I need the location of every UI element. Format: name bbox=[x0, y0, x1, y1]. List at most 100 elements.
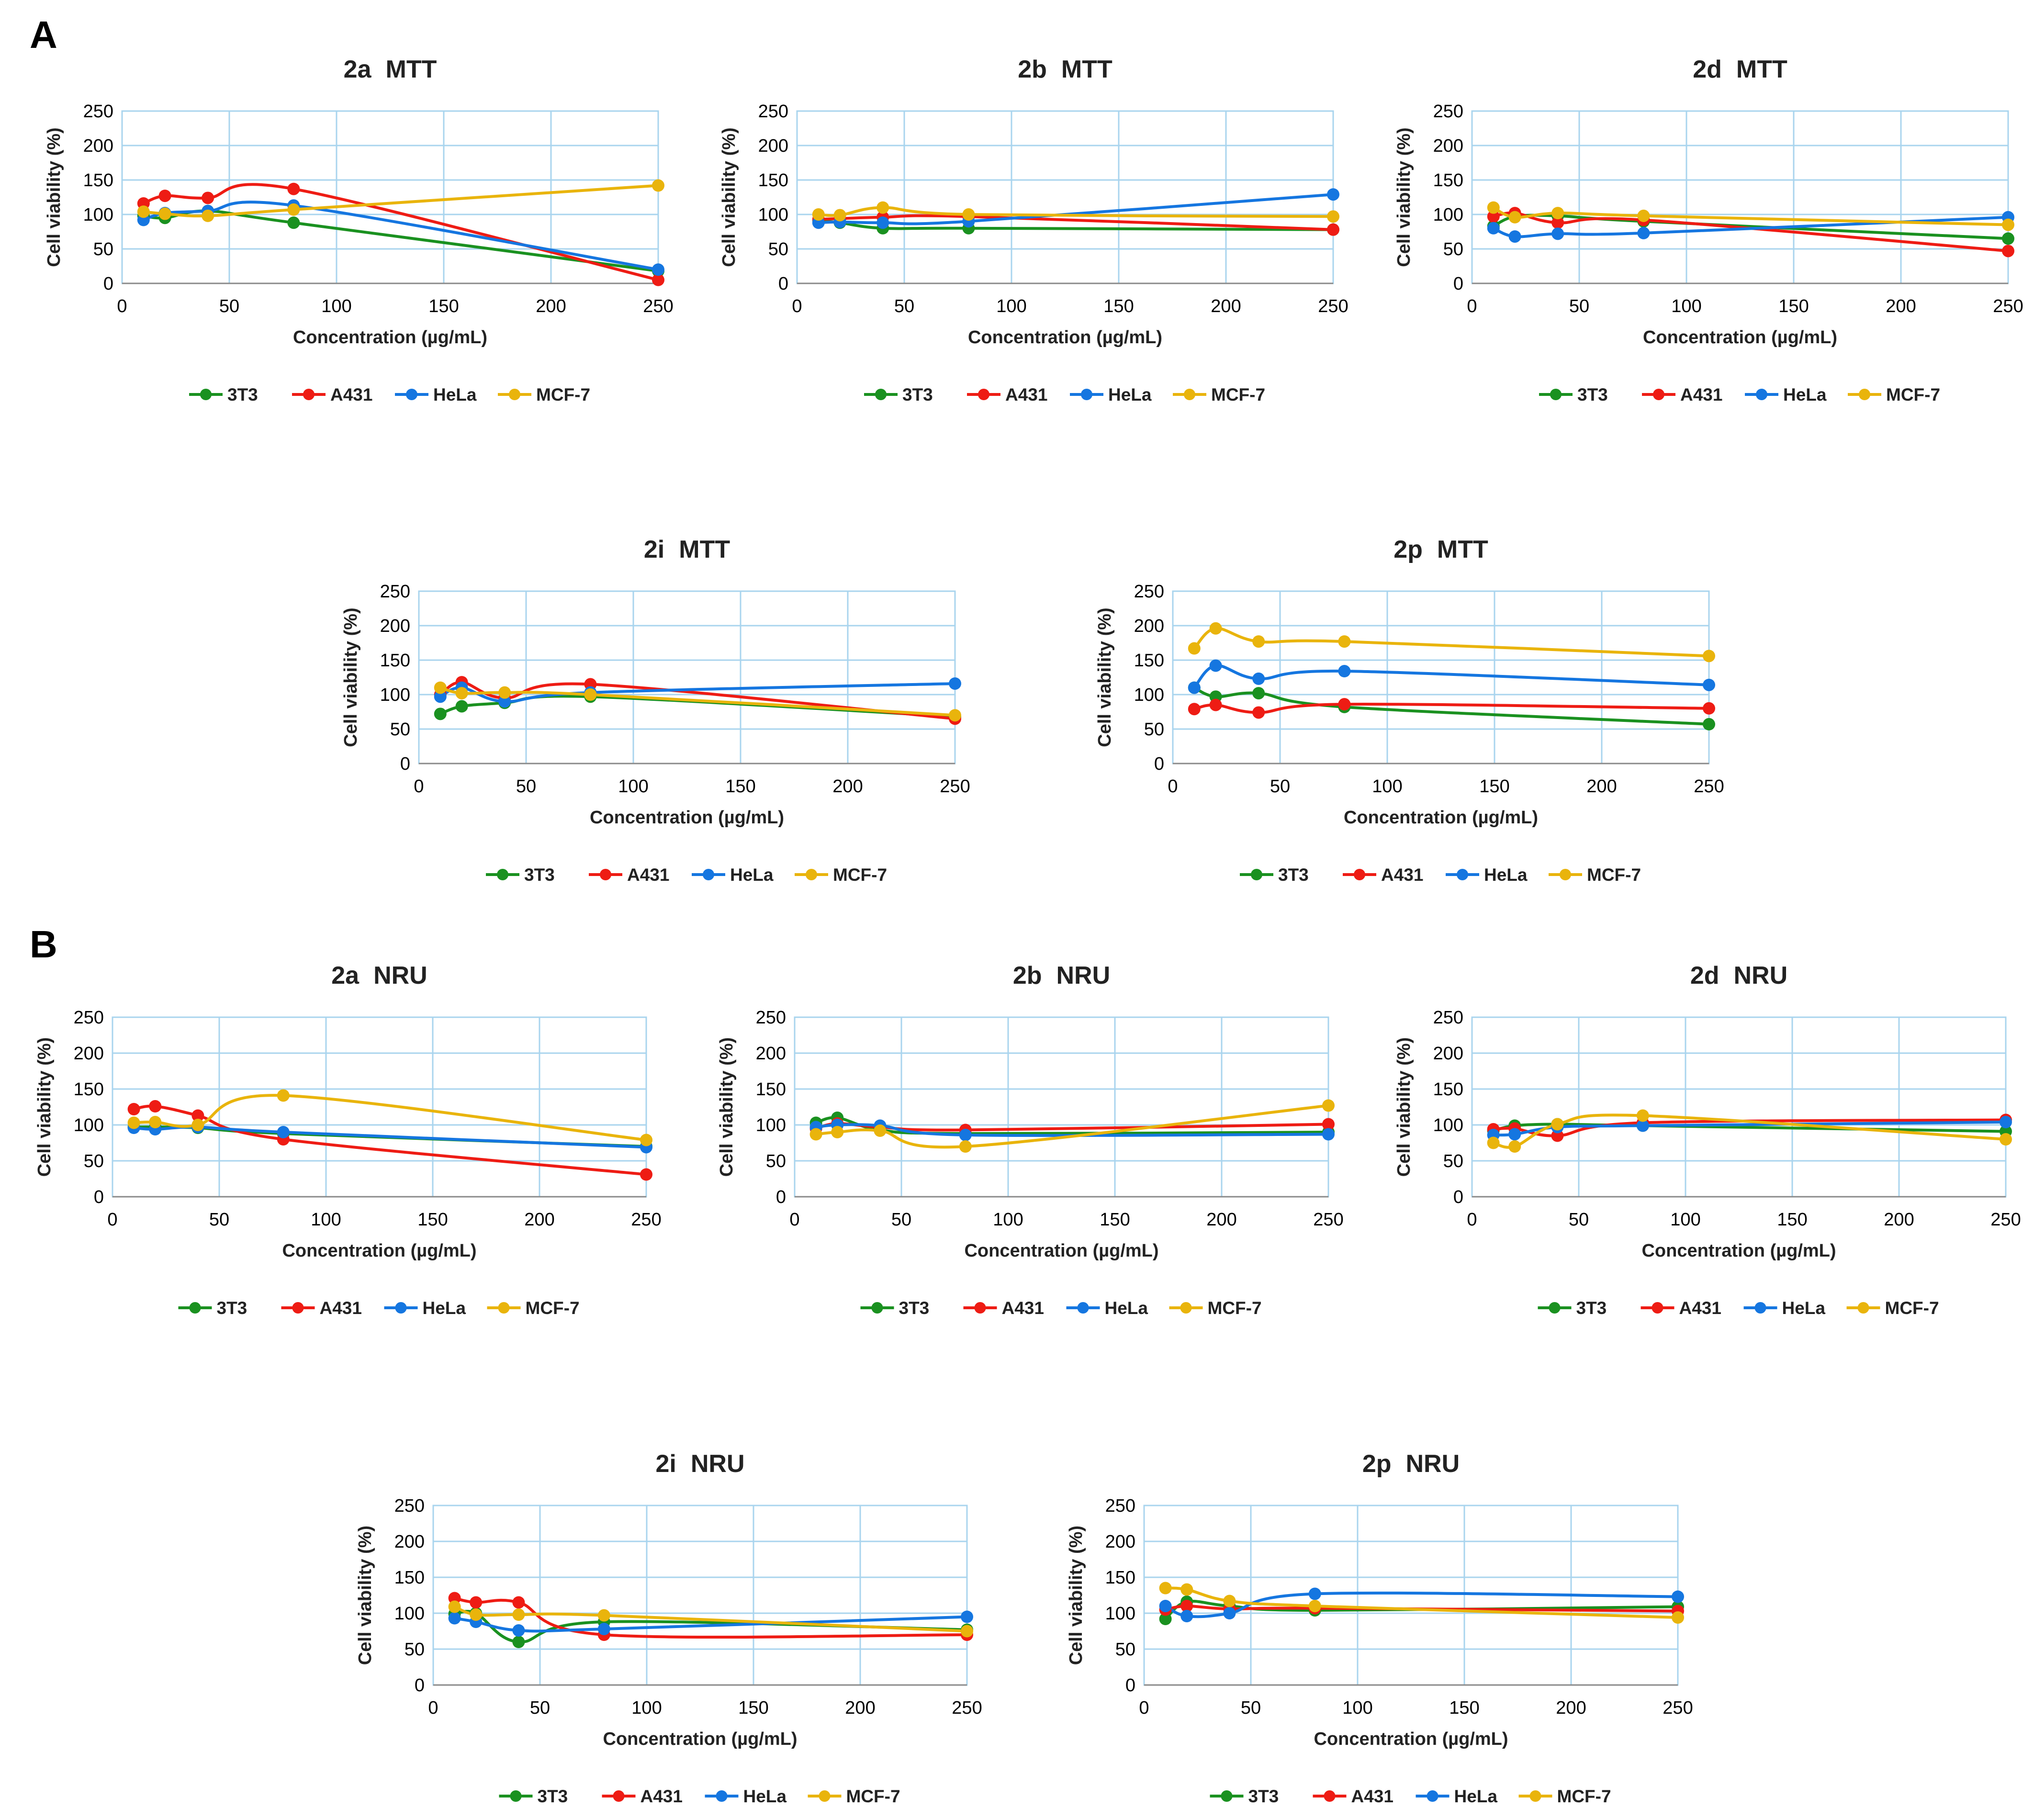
chart-title-compound: 2b bbox=[1013, 962, 1042, 989]
x-tick-label: 0 bbox=[428, 1698, 438, 1718]
legend-label: 3T3 bbox=[1278, 865, 1309, 885]
y-tick-label: 50 bbox=[1443, 239, 1463, 259]
legend-swatch-marker bbox=[1221, 1790, 1233, 1802]
chart-title: 2p NRU bbox=[1362, 1450, 1460, 1478]
y-axis-label: Cell viability (%) bbox=[1394, 1037, 1414, 1177]
x-axis-label: Concentration (µg/mL) bbox=[1344, 808, 1538, 828]
data-point-hela bbox=[1322, 1128, 1335, 1141]
data-point-mcf-7 bbox=[149, 1116, 162, 1128]
x-tick-label: 50 bbox=[891, 1210, 911, 1230]
legend-swatch-marker bbox=[819, 1790, 831, 1802]
x-tick-label: 150 bbox=[1479, 776, 1509, 797]
y-tick-label: 200 bbox=[1105, 1532, 1135, 1552]
plot-area bbox=[432, 1505, 968, 1686]
legend-item-hela: HeLa bbox=[384, 1298, 466, 1318]
data-point-mcf-7 bbox=[1636, 1109, 1649, 1122]
legend-label: HeLa bbox=[1105, 1298, 1148, 1318]
x-tick-label: 150 bbox=[738, 1698, 768, 1718]
y-axis-label: Cell viability (%) bbox=[719, 127, 739, 267]
data-point-a431 bbox=[287, 182, 300, 195]
data-point-a431 bbox=[1703, 702, 1715, 715]
series-line-3t3 bbox=[143, 209, 659, 273]
data-point-mcf-7 bbox=[191, 1119, 204, 1131]
legend-swatch-marker bbox=[510, 1790, 522, 1802]
data-point-mcf-7 bbox=[1223, 1595, 1236, 1607]
legend-swatch-marker bbox=[498, 1302, 510, 1314]
legend-item-a431: A431 bbox=[967, 385, 1047, 404]
data-point-hela bbox=[959, 1129, 972, 1141]
chart-2p-mtt: 2p MTT 0 50 100 150 200 250 0 50 100 150 200 250 Conce… bbox=[1095, 536, 1724, 885]
y-tick-label: 100 bbox=[380, 685, 410, 705]
legend-item-3t3: 3T3 bbox=[178, 1298, 247, 1318]
data-point-mcf-7 bbox=[2002, 218, 2014, 231]
legend-label: HeLa bbox=[730, 865, 774, 885]
legend-item-hela: HeLa bbox=[1070, 385, 1152, 404]
data-point-hela bbox=[1180, 1610, 1193, 1622]
data-point-mcf-7 bbox=[512, 1608, 525, 1621]
x-tick-label: 50 bbox=[1569, 296, 1589, 316]
data-point-a431 bbox=[448, 1592, 461, 1605]
chart-2a-nru: 2a NRU 0 50 100 150 200 250 0 50 100 150 200 250 Conce… bbox=[34, 962, 662, 1318]
y-tick-label: 100 bbox=[394, 1604, 425, 1624]
data-point-hela bbox=[1188, 681, 1201, 694]
legend-swatch-marker bbox=[1859, 389, 1870, 400]
data-point-mcf-7 bbox=[1308, 1600, 1321, 1612]
chart-title-assay: MTT bbox=[1437, 536, 1488, 563]
data-point-hela bbox=[1703, 678, 1715, 691]
data-point-3t3 bbox=[1252, 687, 1265, 700]
y-tick-label: 150 bbox=[394, 1568, 425, 1588]
y-tick-label: 200 bbox=[380, 616, 410, 636]
legend-swatch-marker bbox=[1251, 869, 1262, 880]
x-tick-label: 50 bbox=[1241, 1698, 1261, 1718]
legend-label: MCF-7 bbox=[833, 865, 887, 885]
legend-swatch-marker bbox=[974, 1302, 986, 1314]
legend-label: A431 bbox=[1679, 1298, 1721, 1318]
data-point-a431 bbox=[191, 1109, 204, 1122]
y-tick-label: 200 bbox=[1433, 1044, 1463, 1064]
y-tick-label: 0 bbox=[776, 1187, 786, 1207]
chart-title-assay: MTT bbox=[386, 56, 437, 83]
x-axis-label: Concentration (µg/mL) bbox=[1641, 1241, 1836, 1261]
chart-title-compound: 2i bbox=[655, 1450, 676, 1478]
y-axis-label: Cell viability (%) bbox=[1394, 127, 1414, 267]
legend-swatch-marker bbox=[1457, 869, 1468, 880]
data-point-mcf-7 bbox=[287, 203, 300, 216]
data-point-mcf-7 bbox=[2000, 1133, 2012, 1146]
data-point-a431 bbox=[652, 273, 664, 286]
x-tick-label: 150 bbox=[417, 1210, 448, 1230]
x-axis-label: Concentration (µg/mL) bbox=[1643, 327, 1837, 348]
series-line-mcf-7 bbox=[134, 1094, 647, 1142]
x-tick-label: 200 bbox=[1211, 296, 1241, 316]
legend-swatch-marker bbox=[806, 869, 817, 880]
chart-title: 2b MTT bbox=[1018, 56, 1113, 83]
legend-label: MCF-7 bbox=[1885, 1298, 1939, 1318]
y-tick-label: 150 bbox=[756, 1079, 786, 1100]
y-tick-label: 50 bbox=[84, 1151, 104, 1171]
y-tick-label: 150 bbox=[1433, 170, 1463, 191]
y-axis-label: Cell viability (%) bbox=[355, 1526, 375, 1665]
data-point-a431 bbox=[158, 190, 171, 202]
data-point-hela bbox=[961, 1610, 973, 1623]
legend-swatch-marker bbox=[189, 1302, 201, 1314]
x-tick-label: 250 bbox=[952, 1698, 982, 1718]
data-point-mcf-7 bbox=[640, 1134, 652, 1146]
legend-item-hela: HeLa bbox=[1446, 865, 1528, 885]
legend-swatch-marker bbox=[1857, 1302, 1869, 1314]
legend-label: HeLa bbox=[1454, 1786, 1498, 1806]
data-point-a431 bbox=[1252, 706, 1265, 719]
data-point-a431 bbox=[149, 1100, 162, 1112]
legend-label: A431 bbox=[330, 385, 372, 404]
x-axis-label: Concentration (µg/mL) bbox=[968, 327, 1162, 348]
legend-item-a431: A431 bbox=[589, 865, 669, 885]
legend-label: MCF-7 bbox=[846, 1786, 900, 1806]
plot-area bbox=[794, 1016, 1329, 1198]
legend-label: 3T3 bbox=[217, 1298, 247, 1318]
y-tick-label: 0 bbox=[1453, 274, 1463, 294]
chart-title-assay: NRU bbox=[1406, 1450, 1460, 1478]
legend-label: A431 bbox=[320, 1298, 362, 1318]
x-axis-label: Concentration (µg/mL) bbox=[590, 808, 784, 828]
legend-label: 3T3 bbox=[1576, 1298, 1607, 1318]
x-tick-label: 200 bbox=[536, 296, 566, 316]
panel-label-a: A bbox=[30, 13, 57, 56]
legend-item-mcf-7: MCF-7 bbox=[808, 1786, 900, 1806]
